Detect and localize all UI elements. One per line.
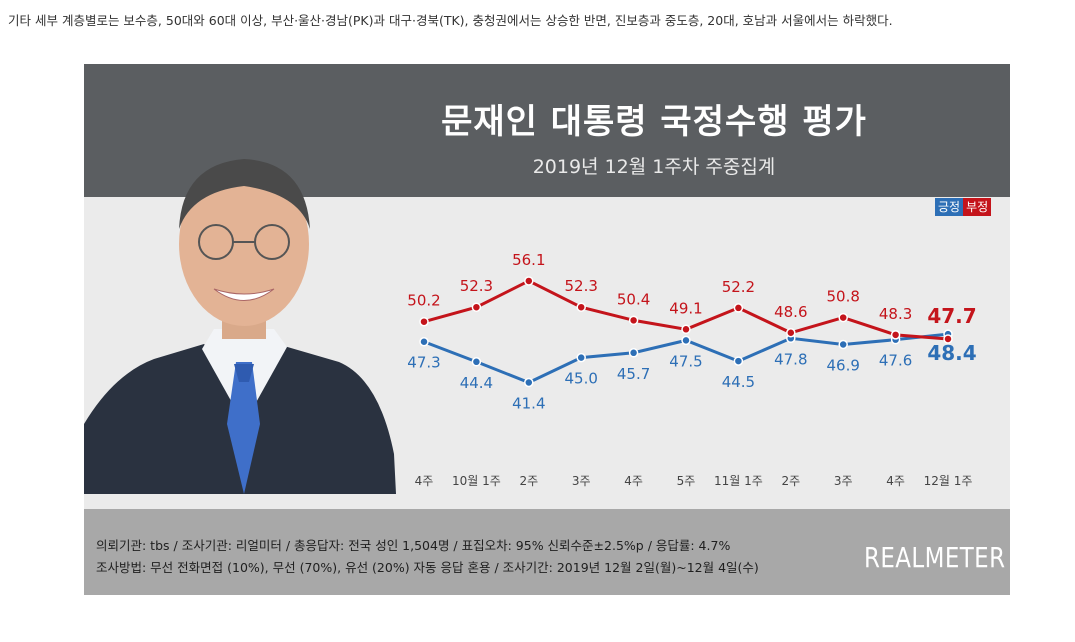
x-tick-label: 3주 bbox=[834, 474, 853, 488]
data-point bbox=[576, 352, 586, 363]
data-label: 50.4 bbox=[617, 290, 650, 308]
data-point bbox=[733, 356, 744, 366]
line-chart: 4주 10월 1주 2주 3주 4주 5주 11월 1주 2주 3주 4주 12월 1주 47.3 44… bbox=[407, 251, 976, 488]
poll-infographic: 문재인 대통령 국정수행 평가 2019년 12월 1주차 주중집계 긍정 부정… bbox=[84, 64, 1010, 595]
survey-info-line2: 조사방법: 무선 전화면접 (10%), 무선 (70%), 유선 (20%) … bbox=[96, 560, 759, 575]
data-point bbox=[681, 335, 691, 346]
chart-footer: 의뢰기관: tbs / 조사기관: 리얼미터 / 총응답자: 전국 성인 1,5… bbox=[84, 509, 1010, 595]
data-label: 50.2 bbox=[407, 292, 440, 310]
data-label: 56.1 bbox=[512, 251, 545, 269]
data-point bbox=[786, 328, 796, 338]
data-point bbox=[890, 330, 901, 340]
chart-title: 문재인 대통령 국정수행 평가 bbox=[441, 102, 867, 142]
x-tick-label: 10월 1주 bbox=[452, 474, 501, 488]
data-label: 47.8 bbox=[774, 350, 807, 368]
data-point bbox=[628, 315, 639, 326]
legend-negative: 부정 bbox=[963, 198, 992, 216]
data-point bbox=[524, 377, 534, 388]
data-label: 41.4 bbox=[512, 395, 545, 413]
data-label: 47.7 bbox=[927, 304, 976, 328]
data-point bbox=[524, 276, 534, 286]
data-label: 52.3 bbox=[564, 277, 597, 295]
data-point bbox=[733, 303, 744, 313]
data-point bbox=[628, 348, 639, 358]
x-tick-label: 3주 bbox=[572, 474, 591, 488]
data-point bbox=[838, 312, 848, 323]
president-portrait bbox=[84, 159, 396, 494]
chart-subtitle: 2019년 12월 1주차 주중집계 bbox=[532, 156, 776, 178]
data-label: 48.3 bbox=[879, 305, 912, 323]
x-tick-label: 5주 bbox=[677, 474, 696, 488]
data-label: 49.1 bbox=[669, 299, 702, 317]
x-tick-label: 12월 1주 bbox=[924, 474, 973, 488]
x-tick-label: 2주 bbox=[781, 474, 800, 488]
data-label: 47.6 bbox=[879, 352, 912, 370]
article-caption: 기타 세부 계층별로는 보수층, 50대와 60대 이상, 부산·울산·경남(P… bbox=[8, 13, 893, 28]
data-label: 48.4 bbox=[927, 341, 976, 365]
x-tick-label: 4주 bbox=[624, 474, 643, 488]
survey-info-line1: 의뢰기관: tbs / 조사기관: 리얼미터 / 총응답자: 전국 성인 1,5… bbox=[96, 538, 731, 553]
data-point bbox=[943, 334, 953, 344]
x-tick-label: 2주 bbox=[519, 474, 538, 488]
data-point bbox=[419, 316, 429, 327]
data-label: 44.5 bbox=[722, 373, 755, 391]
data-point bbox=[471, 302, 482, 312]
data-label: 52.2 bbox=[722, 278, 755, 296]
data-label: 47.5 bbox=[669, 352, 702, 370]
data-label: 45.0 bbox=[564, 370, 597, 388]
data-label: 46.9 bbox=[826, 357, 859, 375]
data-label: 52.3 bbox=[460, 277, 493, 295]
data-point bbox=[471, 357, 482, 367]
data-label: 44.4 bbox=[460, 374, 493, 392]
x-tick-label: 11월 1주 bbox=[714, 474, 763, 488]
chart-legend: 긍정 부정 bbox=[935, 198, 992, 216]
data-label: 47.3 bbox=[407, 354, 440, 372]
data-point bbox=[419, 336, 429, 347]
data-label: 50.8 bbox=[826, 288, 859, 306]
x-tick-label: 4주 bbox=[886, 474, 905, 488]
realmeter-logo: REALMETER bbox=[864, 541, 1006, 574]
data-label: 48.6 bbox=[774, 303, 807, 321]
data-point bbox=[681, 324, 691, 335]
legend-positive: 긍정 bbox=[935, 198, 964, 216]
data-label: 45.7 bbox=[617, 365, 650, 383]
data-point bbox=[838, 339, 848, 350]
x-tick-label: 4주 bbox=[415, 474, 434, 488]
data-point bbox=[576, 302, 586, 312]
